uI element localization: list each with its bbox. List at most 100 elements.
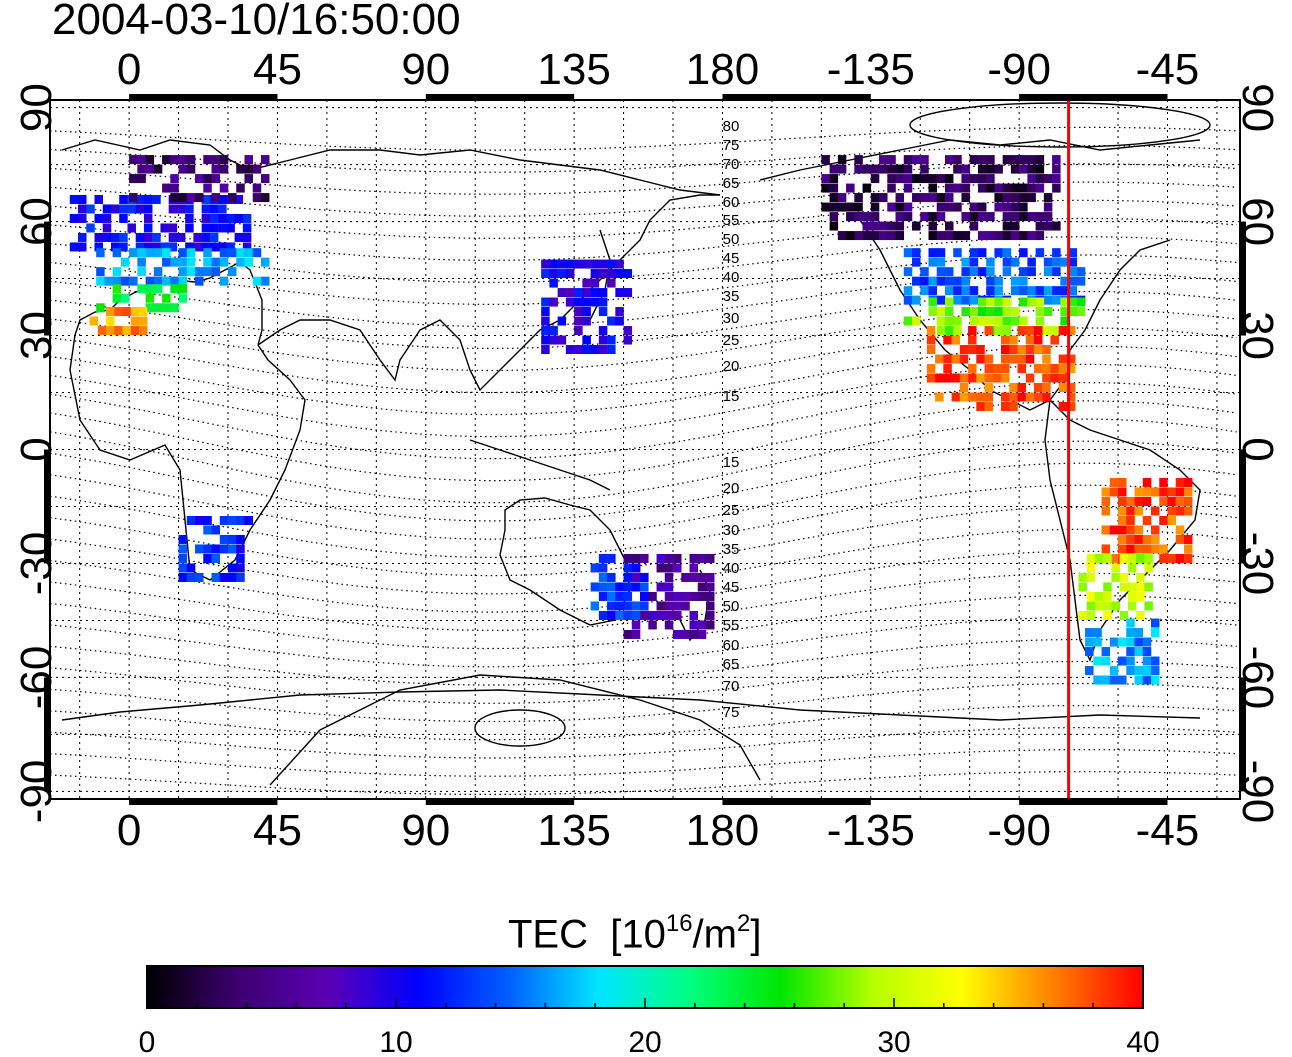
tec-cell [549,259,558,269]
tec-cell [1027,286,1036,296]
tec-cell [209,232,219,242]
tec-cell [615,259,624,269]
colorbar-tick-label: 30 [877,1026,910,1057]
tec-cell [185,204,194,214]
tec-cell [168,204,178,214]
tec-cell [236,563,245,573]
tec-cell [977,248,987,258]
tec-cell [1150,675,1160,685]
tec-cell [969,155,979,165]
tec-cell [887,221,896,231]
tec-cell [186,257,196,267]
tec-cell [992,373,1002,383]
tec-cell [1085,628,1094,638]
lat-tick-label: 60 [1233,197,1282,246]
lon-tick-label: 90 [401,806,450,855]
lat-tick-label: 60 [12,197,61,246]
tec-cell [1050,335,1059,345]
tec-cell [1043,202,1053,212]
tec-cell [1017,326,1026,336]
tec-cell [211,164,221,174]
tec-cell [97,326,107,336]
tec-cell [623,601,633,611]
tec-cell [244,257,253,267]
tec-cell [926,364,936,374]
tec-cell [1175,506,1185,516]
tec-cell [968,373,977,383]
tec-cell [236,248,245,258]
tec-cell [1002,221,1012,231]
tec-cell [203,525,212,535]
tec-cell [1068,267,1078,277]
tec-cell [1136,610,1145,620]
tec-cell [1093,637,1102,647]
tec-cell [219,572,229,582]
tec-cell [984,392,994,402]
tec-cell [903,316,913,326]
tec-cell [953,164,962,174]
tec-cell [953,202,962,212]
tec-cell [590,259,600,269]
tec-cell [201,194,211,204]
tec-cell [1159,553,1168,563]
tec-cell [895,231,905,241]
frame-tick-bars [44,94,1246,805]
tec-cell [236,553,245,563]
tec-cell [673,553,682,563]
tec-cell [260,174,270,184]
tec-cell [1052,183,1061,193]
tec-cell [226,213,235,223]
tec-cell [936,231,946,241]
tec-cell [1042,392,1051,402]
tec-cell [1019,276,1028,286]
tec-cell [102,204,112,214]
tec-cell [920,276,929,286]
tec-cell [969,316,979,326]
tec-cell [944,193,954,203]
tec-cell [1035,286,1045,296]
tec-cell [178,164,188,174]
tec-cell [953,295,962,305]
tec-cell [137,155,146,165]
tec-cell [119,204,128,214]
tec-cell [959,383,969,393]
magnetic-contour [50,217,1237,261]
tec-cell [211,257,221,267]
tec-cell [1002,212,1012,222]
tec-cell [1111,572,1120,582]
tec-cell [1002,326,1012,336]
tec-cell [944,307,954,317]
tec-cell [705,620,715,630]
tec-cell [178,248,188,258]
magnetic-latitude-label: 75 [723,137,740,154]
tec-cell [977,212,987,222]
tec-cell [664,620,674,630]
tec-cell [986,164,995,174]
tec-cell [1043,257,1053,267]
tec-cell [130,326,140,336]
tec-cell [598,345,608,355]
tec-cell [837,231,847,241]
tec-cell [912,193,921,203]
tec-cell [1001,335,1010,345]
tec-cell [870,212,880,222]
tec-cell [928,221,937,231]
magnetic-latitude-label: 65 [723,175,740,192]
tec-cell [879,193,888,203]
tec-cell [994,286,1003,296]
tec-cell [145,276,155,286]
tec-cell [94,242,104,252]
tec-cell [968,326,977,336]
tec-cell [260,155,270,165]
tec-cell [110,232,120,242]
tec-cell [590,288,600,298]
tec-cell [953,248,962,258]
tec-cell [1027,183,1036,193]
tec-cell [1002,231,1012,241]
tec-cell [887,174,896,184]
tec-cell [821,155,830,165]
tec-cell [78,213,87,223]
tec-cell [1183,506,1193,516]
tec-cell [1009,383,1018,393]
magnetic-latitude-label: 65 [723,656,740,673]
